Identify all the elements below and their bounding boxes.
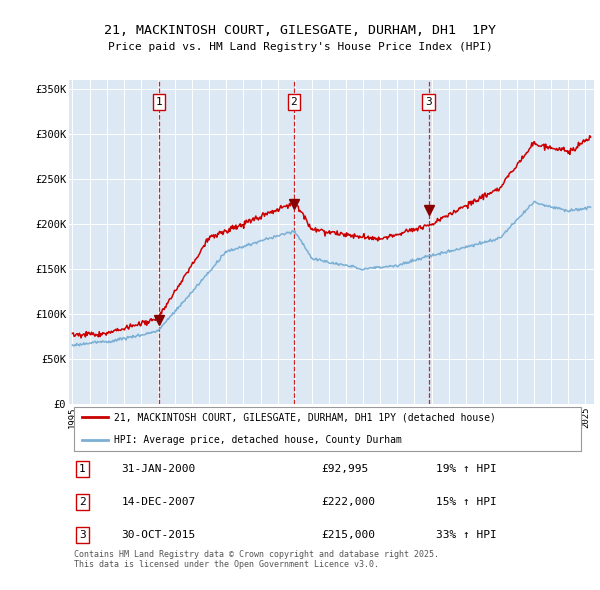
Text: 21, MACKINTOSH COURT, GILESGATE, DURHAM, DH1  1PY: 21, MACKINTOSH COURT, GILESGATE, DURHAM,… xyxy=(104,24,496,37)
Text: 33% ↑ HPI: 33% ↑ HPI xyxy=(437,530,497,540)
Text: 21, MACKINTOSH COURT, GILESGATE, DURHAM, DH1 1PY (detached house): 21, MACKINTOSH COURT, GILESGATE, DURHAM,… xyxy=(113,412,496,422)
Text: 15% ↑ HPI: 15% ↑ HPI xyxy=(437,497,497,507)
Text: 1: 1 xyxy=(156,97,163,107)
Text: 30-OCT-2015: 30-OCT-2015 xyxy=(121,530,196,540)
Text: 31-JAN-2000: 31-JAN-2000 xyxy=(121,464,196,474)
Text: 2: 2 xyxy=(290,97,297,107)
Text: Contains HM Land Registry data © Crown copyright and database right 2025.
This d: Contains HM Land Registry data © Crown c… xyxy=(74,549,439,569)
Text: 14-DEC-2007: 14-DEC-2007 xyxy=(121,497,196,507)
FancyBboxPatch shape xyxy=(74,407,581,451)
Text: Price paid vs. HM Land Registry's House Price Index (HPI): Price paid vs. HM Land Registry's House … xyxy=(107,42,493,53)
Text: 19% ↑ HPI: 19% ↑ HPI xyxy=(437,464,497,474)
Text: 2: 2 xyxy=(79,497,86,507)
Text: £215,000: £215,000 xyxy=(321,530,375,540)
Text: £92,995: £92,995 xyxy=(321,464,368,474)
Text: 3: 3 xyxy=(79,530,86,540)
Text: 1: 1 xyxy=(79,464,86,474)
Text: £222,000: £222,000 xyxy=(321,497,375,507)
Text: 3: 3 xyxy=(425,97,432,107)
Text: HPI: Average price, detached house, County Durham: HPI: Average price, detached house, Coun… xyxy=(113,435,401,445)
